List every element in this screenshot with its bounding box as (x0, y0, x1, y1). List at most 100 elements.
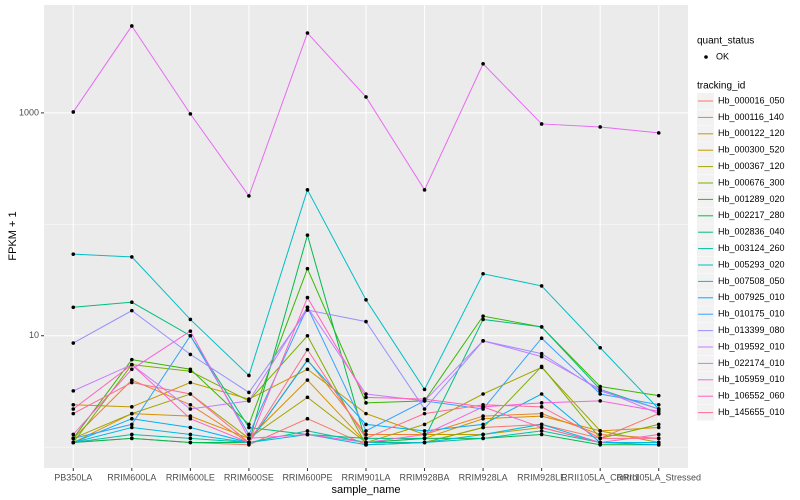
data-point (481, 414, 485, 418)
data-point (656, 436, 661, 441)
legend-label: Hb_019592_010 (718, 341, 785, 351)
data-point (656, 432, 661, 437)
data-point (305, 432, 310, 437)
data-point (481, 436, 485, 441)
data-point (598, 429, 602, 433)
data-point (305, 395, 310, 400)
data-point (364, 440, 368, 445)
data-point (188, 440, 193, 445)
data-point (598, 432, 602, 437)
data-point (364, 422, 368, 427)
data-point (305, 233, 310, 237)
legend-label: Hb_106552_060 (718, 391, 785, 401)
data-point (247, 390, 251, 395)
x-tick-label: RRII105LA_Control (561, 472, 639, 482)
legend-label: Hb_002836_040 (718, 227, 785, 237)
legend-label: Hb_145655_010 (718, 407, 785, 417)
legend-label: Hb_105959_010 (718, 374, 785, 384)
data-point (130, 378, 134, 382)
data-point (188, 367, 193, 372)
data-point (188, 333, 193, 338)
data-point (364, 395, 368, 400)
data-point (188, 407, 193, 411)
data-point (656, 402, 661, 407)
data-point (130, 300, 134, 304)
legend-label: Hb_000367_120 (718, 161, 785, 171)
data-point (188, 402, 193, 407)
data-point (422, 432, 427, 437)
data-point (130, 436, 134, 441)
data-point (539, 411, 544, 416)
data-point (364, 436, 368, 441)
data-point (71, 402, 76, 407)
data-point (539, 422, 544, 427)
data-point (305, 188, 310, 192)
data-point (539, 429, 544, 433)
data-point (539, 414, 544, 418)
legend-label: Hb_007508_050 (718, 276, 785, 286)
data-point (188, 112, 193, 116)
data-point (422, 387, 427, 392)
data-point (539, 401, 544, 405)
legend-label: Hb_005293_020 (718, 259, 785, 269)
data-point (481, 271, 485, 276)
data-point (539, 405, 544, 409)
data-point (364, 429, 368, 433)
data-point (422, 429, 427, 433)
data-point (305, 358, 310, 363)
data-point (130, 357, 134, 362)
data-point (247, 440, 251, 445)
data-point (130, 405, 134, 409)
data-point (130, 422, 134, 427)
data-point (539, 122, 544, 126)
data-point (656, 425, 661, 430)
data-point (305, 295, 310, 300)
data-point (305, 266, 310, 271)
x-tick-label: RRIM928BA (400, 472, 450, 482)
data-point (539, 392, 544, 396)
legend-label: Hb_000016_050 (718, 95, 785, 105)
data-point (71, 407, 76, 411)
data-point (598, 436, 602, 441)
data-point (305, 429, 310, 433)
data-point (656, 422, 661, 427)
data-point (247, 373, 251, 378)
data-point (422, 411, 427, 416)
legend-label: Hb_002217_280 (718, 210, 785, 220)
data-point (481, 392, 485, 396)
legend-label: Hb_013399_080 (718, 325, 785, 335)
data-point (130, 411, 134, 416)
data-point (598, 384, 602, 389)
data-point (188, 425, 193, 430)
y-tick-label: 10 (29, 330, 39, 340)
data-point (656, 442, 661, 447)
x-tick-label: RRII105LA_Stressed (616, 472, 701, 482)
data-point (188, 352, 193, 357)
data-point (247, 436, 251, 441)
data-point (130, 24, 134, 28)
x-tick-label: RRIM600SE (224, 472, 274, 482)
data-point (539, 425, 544, 430)
legend-title: quant_status (697, 36, 754, 47)
data-point (305, 31, 310, 35)
data-point (539, 351, 544, 356)
data-point (598, 345, 602, 350)
x-tick-label: RRIM928LA (459, 472, 508, 482)
data-point (188, 317, 193, 322)
data-point (247, 425, 251, 430)
data-point (539, 432, 544, 437)
data-point (364, 411, 368, 416)
data-point (422, 397, 427, 401)
data-point (481, 61, 485, 66)
x-tick-label: RRIM901LA (341, 472, 390, 482)
legend-point (704, 55, 708, 59)
x-tick-label: RRIM600PE (282, 472, 332, 482)
legend-label: Hb_001289_020 (718, 194, 785, 204)
data-point (130, 367, 134, 372)
data-point (130, 380, 134, 385)
data-point (188, 432, 193, 437)
data-point (481, 422, 485, 427)
data-point (188, 380, 193, 385)
data-point (539, 284, 544, 288)
